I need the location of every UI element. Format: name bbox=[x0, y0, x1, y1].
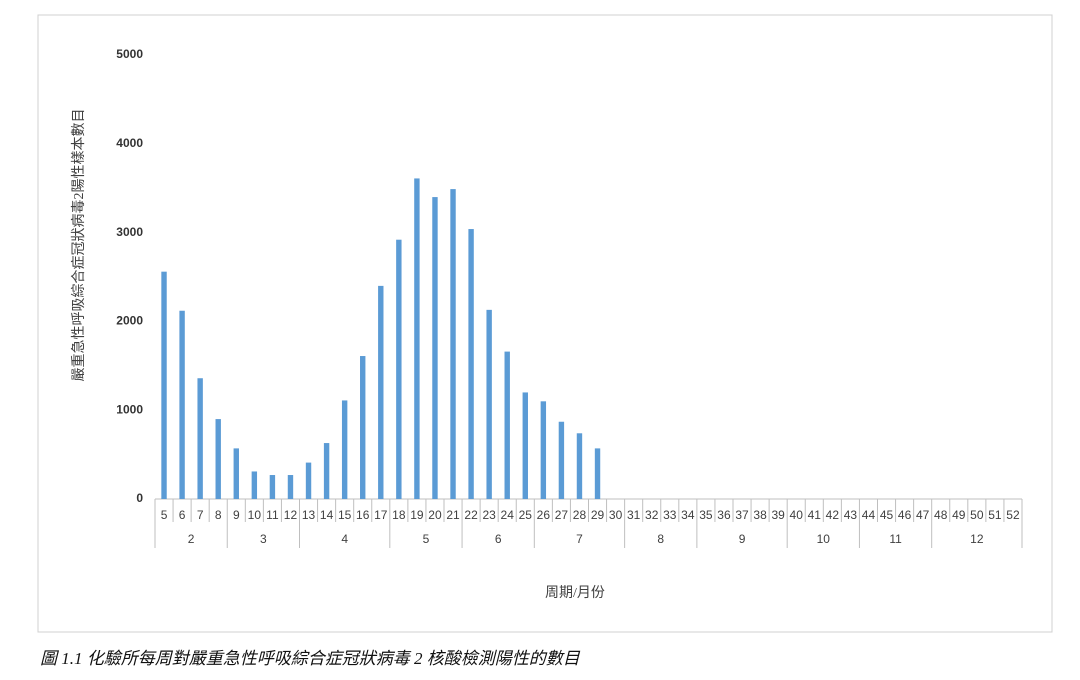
x-tick-label: 24 bbox=[501, 508, 515, 522]
bar bbox=[558, 421, 565, 499]
bar bbox=[414, 178, 420, 499]
x-tick-label: 40 bbox=[790, 508, 804, 522]
x-tick-label: 12 bbox=[284, 508, 298, 522]
x-tick-label: 22 bbox=[464, 508, 478, 522]
bar bbox=[576, 433, 583, 499]
bar bbox=[594, 448, 601, 499]
y-tick-label: 2000 bbox=[116, 314, 143, 328]
bar bbox=[197, 378, 203, 499]
bar bbox=[341, 400, 348, 499]
bar bbox=[179, 310, 185, 499]
month-label: 12 bbox=[970, 532, 984, 546]
x-axis-label: 周期/月份 bbox=[545, 585, 605, 601]
x-tick-label: 26 bbox=[537, 508, 551, 522]
x-tick-label: 35 bbox=[699, 508, 713, 522]
x-tick-label: 46 bbox=[898, 508, 912, 522]
x-tick-label: 50 bbox=[970, 508, 984, 522]
x-tick-label: 9 bbox=[233, 508, 240, 522]
bar bbox=[468, 229, 474, 499]
x-tick-label: 5 bbox=[161, 508, 168, 522]
x-tick-label: 18 bbox=[392, 508, 406, 522]
y-axis-label: 嚴重急性呼吸綜合症冠狀病毒2陽性樣本數目 bbox=[70, 109, 87, 382]
x-tick-label: 23 bbox=[482, 508, 496, 522]
month-label: 6 bbox=[495, 532, 502, 546]
bar bbox=[360, 356, 366, 499]
x-tick-label: 25 bbox=[519, 508, 533, 522]
month-label: 5 bbox=[423, 532, 430, 546]
x-tick-label: 49 bbox=[952, 508, 966, 522]
x-tick-label: 30 bbox=[609, 508, 623, 522]
x-tick-label: 13 bbox=[302, 508, 316, 522]
x-tick-label: 34 bbox=[681, 508, 695, 522]
y-tick-label: 4000 bbox=[116, 136, 143, 150]
bar bbox=[305, 462, 312, 499]
x-tick-label: 32 bbox=[645, 508, 659, 522]
x-tick-label: 48 bbox=[934, 508, 948, 522]
x-tick-label: 47 bbox=[916, 508, 930, 522]
x-tick-label: 31 bbox=[627, 508, 641, 522]
x-tick-label: 15 bbox=[338, 508, 352, 522]
x-tick-label: 27 bbox=[555, 508, 569, 522]
x-tick-label: 29 bbox=[591, 508, 605, 522]
x-tick-label: 28 bbox=[573, 508, 587, 522]
month-label: 8 bbox=[657, 532, 664, 546]
month-label: 10 bbox=[817, 532, 831, 546]
bar bbox=[522, 392, 528, 499]
bar bbox=[233, 448, 239, 499]
bar bbox=[251, 471, 258, 499]
bar bbox=[287, 475, 294, 499]
x-tick-label: 20 bbox=[428, 508, 442, 522]
chart-frame bbox=[37, 14, 1053, 633]
x-tick-label: 52 bbox=[1006, 508, 1020, 522]
x-tick-label: 16 bbox=[356, 508, 370, 522]
bar bbox=[396, 239, 402, 500]
y-tick-label: 1000 bbox=[116, 402, 143, 416]
x-tick-label: 10 bbox=[248, 508, 262, 522]
x-tick-label: 45 bbox=[880, 508, 894, 522]
x-tick-label: 36 bbox=[717, 508, 731, 522]
x-tick-label: 38 bbox=[753, 508, 767, 522]
x-tick-label: 6 bbox=[179, 508, 186, 522]
x-tick-label: 7 bbox=[197, 508, 204, 522]
month-label: 11 bbox=[889, 532, 902, 546]
y-tick-label: 5000 bbox=[116, 47, 143, 61]
x-tick-label: 11 bbox=[266, 508, 279, 522]
x-tick-label: 8 bbox=[215, 508, 222, 522]
x-tick-label: 19 bbox=[410, 508, 424, 522]
bar bbox=[215, 419, 221, 499]
bar bbox=[269, 475, 276, 499]
bar bbox=[378, 285, 384, 499]
caption: 圖 1.1 化驗所每周對嚴重急性呼吸綜合症冠狀病毒 2 核酸檢測陽性的數目 bbox=[40, 649, 581, 668]
bar bbox=[432, 197, 438, 499]
bar bbox=[161, 271, 167, 499]
x-tick-label: 43 bbox=[844, 508, 858, 522]
month-label: 3 bbox=[260, 532, 267, 546]
x-tick-label: 44 bbox=[862, 508, 876, 522]
bar bbox=[504, 351, 510, 499]
bar bbox=[540, 401, 547, 499]
x-tick-label: 51 bbox=[988, 508, 1002, 522]
bar bbox=[323, 443, 330, 499]
month-label: 2 bbox=[188, 532, 195, 546]
month-label: 4 bbox=[341, 532, 348, 546]
x-tick-label: 21 bbox=[446, 508, 460, 522]
x-tick-label: 14 bbox=[320, 508, 334, 522]
month-label: 9 bbox=[739, 532, 746, 546]
y-tick-label: 0 bbox=[136, 491, 143, 505]
x-tick-label: 33 bbox=[663, 508, 677, 522]
x-tick-label: 37 bbox=[735, 508, 749, 522]
x-tick-label: 41 bbox=[808, 508, 822, 522]
y-tick-label: 3000 bbox=[116, 225, 143, 239]
bar bbox=[486, 309, 492, 499]
month-label: 7 bbox=[576, 532, 583, 546]
x-tick-label: 17 bbox=[374, 508, 388, 522]
bar bbox=[450, 189, 456, 499]
x-tick-label: 42 bbox=[826, 508, 840, 522]
x-tick-label: 39 bbox=[771, 508, 785, 522]
